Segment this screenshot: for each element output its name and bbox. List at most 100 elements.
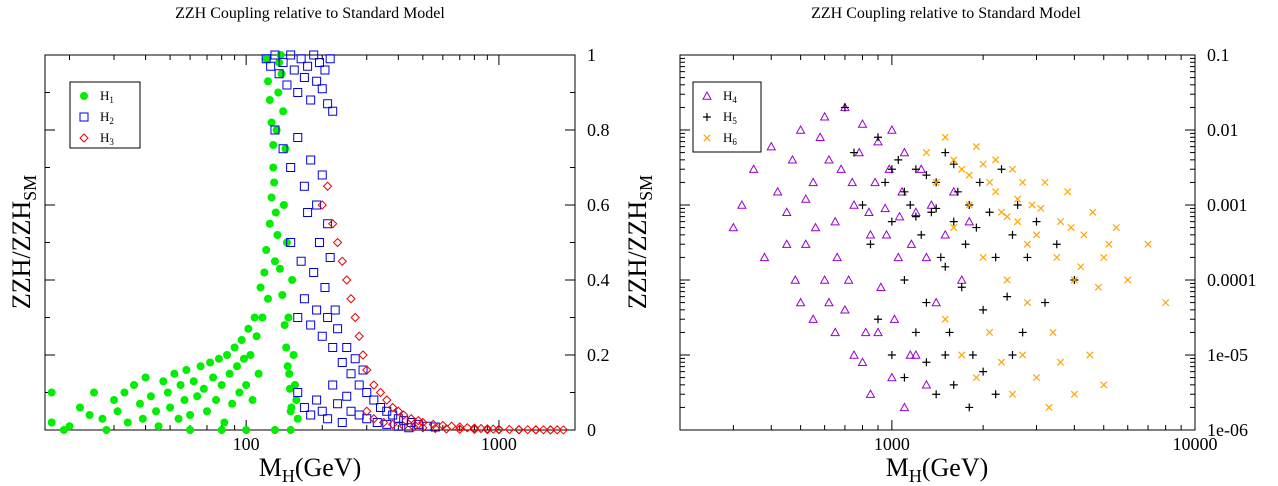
left-point-h3 (558, 425, 569, 435)
left-point-h1 (283, 362, 292, 371)
left-point-h3 (350, 312, 360, 323)
right-point-h4 (830, 216, 841, 226)
left-point-h2 (317, 84, 327, 94)
left-chart-title: ZZH Coupling relative to Standard Model (175, 5, 445, 22)
left-point-h1 (209, 373, 218, 382)
right-point-h5 (840, 103, 849, 112)
right-point-h4 (795, 297, 806, 307)
left-point-h1 (262, 246, 271, 254)
right-point-h5 (949, 380, 958, 389)
left-point-h1 (176, 381, 185, 389)
right-point-h4 (964, 216, 975, 226)
left-point-h1 (180, 396, 189, 404)
left-point-h1 (263, 77, 272, 86)
right-point-h4 (860, 327, 871, 337)
right-point-h5 (932, 390, 941, 399)
right-point-h5 (881, 178, 890, 187)
left-point-h2 (293, 133, 303, 142)
right-point-h5 (922, 358, 931, 367)
left-point-h1 (85, 411, 94, 419)
right-point-h6 (979, 160, 987, 168)
left-point-h2 (312, 305, 322, 315)
left-point-h3 (418, 417, 428, 428)
left-point-h1 (285, 384, 294, 393)
left-point-h1 (163, 388, 172, 397)
right-point-h6 (1056, 358, 1065, 366)
left-point-h1 (280, 321, 289, 329)
left-point-h1 (267, 193, 276, 202)
left-point-h3 (322, 181, 333, 191)
right-point-h5 (1041, 298, 1049, 307)
right-point-h6 (1003, 276, 1011, 284)
left-point-h2 (350, 354, 360, 364)
right-point-h6 (1028, 201, 1036, 209)
left-x-axis-label: MH(GeV) (259, 453, 362, 486)
right-point-h5 (917, 230, 926, 239)
left-point-h2 (333, 324, 343, 334)
left-point-h1 (89, 388, 98, 397)
right-point-h4 (836, 164, 846, 173)
right-point-h4 (921, 252, 932, 262)
left-point-h1 (275, 264, 284, 273)
left-point-h1 (235, 388, 244, 397)
left-point-h1 (199, 384, 208, 393)
right-point-h5 (945, 328, 954, 337)
right-legend-label-h5: H5 (723, 109, 737, 126)
right-point-h4 (787, 154, 798, 164)
left-point-h3 (398, 410, 409, 420)
left-x-tick-label: 100 (233, 434, 260, 454)
left-y-tick-label: 0.2 (587, 345, 610, 365)
right-point-h4 (800, 239, 811, 248)
left-point-h2 (404, 423, 414, 433)
right-point-h6 (941, 315, 949, 323)
left-point-h2 (306, 320, 316, 330)
left-point-h3 (469, 424, 480, 435)
left-chart-panel: ZZH Coupling relative to Standard Model … (7, 5, 610, 486)
left-point-h3 (482, 424, 493, 435)
right-point-h6 (1063, 188, 1072, 196)
right-point-h4 (956, 274, 967, 284)
left-point-h2 (312, 395, 322, 405)
left-point-h2 (330, 305, 340, 315)
right-y-tick-label: 0.001 (1207, 195, 1248, 215)
right-point-h6 (1023, 298, 1032, 307)
left-point-h2 (323, 313, 333, 322)
left-point-h2 (333, 399, 343, 409)
left-point-h2 (286, 163, 296, 172)
right-point-h5 (991, 390, 1000, 399)
right-point-h5 (906, 201, 915, 209)
left-point-h3 (354, 331, 364, 341)
right-point-h4 (819, 274, 830, 284)
right-point-h5 (941, 148, 950, 157)
right-point-h5 (975, 178, 984, 187)
right-point-h6 (950, 223, 958, 232)
right-point-h5 (1032, 217, 1041, 226)
left-point-h1 (217, 381, 226, 389)
right-point-h6 (1070, 276, 1078, 284)
left-point-h1 (277, 69, 286, 78)
right-point-h6 (1112, 223, 1120, 232)
right-point-h4 (899, 147, 910, 157)
right-point-h6 (1019, 178, 1027, 187)
left-point-h1 (289, 351, 298, 359)
left-x-tick-label: 1000 (481, 434, 517, 454)
left-point-h2 (306, 155, 316, 165)
right-legend-marker-h6 (703, 134, 711, 142)
left-point-h1 (212, 396, 221, 404)
left-legend-label-h1: H1 (100, 88, 114, 105)
left-point-h3 (462, 423, 473, 433)
right-point-h5 (1018, 328, 1027, 337)
left-point-h2 (303, 208, 313, 217)
left-point-h1 (270, 426, 279, 434)
left-point-h3 (494, 424, 504, 435)
left-point-h1 (284, 313, 293, 322)
left-point-h3 (406, 414, 416, 424)
right-chart-title: ZZH Coupling relative to Standard Model (811, 5, 1081, 22)
right-point-h4 (766, 141, 777, 151)
right-point-h5 (911, 328, 920, 337)
right-point-h4 (870, 177, 880, 187)
left-point-h3 (393, 406, 404, 416)
left-point-h3 (531, 425, 541, 435)
right-point-h6 (985, 328, 994, 337)
left-point-h2 (286, 238, 296, 247)
